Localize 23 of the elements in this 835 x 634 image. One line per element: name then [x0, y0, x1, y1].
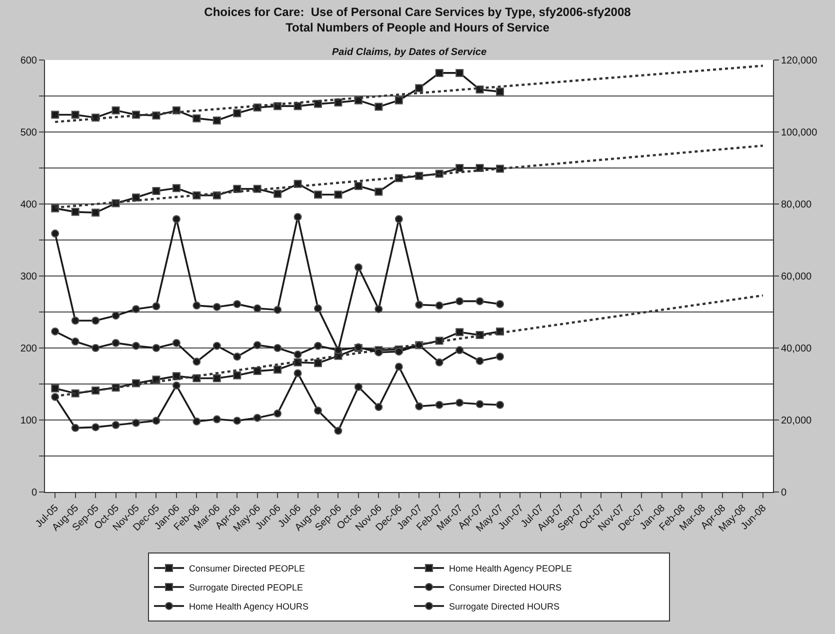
legend-label: Home Health Agency PEOPLE: [449, 563, 572, 574]
y-tick-label: 100: [20, 416, 38, 426]
y2-tick-label: 20,000: [781, 416, 812, 426]
y2-tick-label: 120,000: [781, 56, 818, 66]
legend-label: Surrogate Directed HOURS: [449, 601, 560, 612]
y-tick-label: 300: [20, 272, 38, 282]
y-tick-label: 600: [20, 56, 38, 66]
y2-tick-label: 100,000: [781, 128, 818, 138]
y-tick-label: 500: [20, 128, 38, 138]
y-tick-label: 200: [20, 344, 38, 354]
text: Paid Claims, by Dates of Service: [332, 47, 487, 58]
y-tick-label: 400: [20, 200, 38, 210]
y2-tick-label: 0: [781, 488, 787, 498]
legend-label: Home Health Agency HOURS: [189, 601, 309, 612]
chart-title: Choices for Care: Use of Personal Care Services by Type, sfy2006-sfy2008: [204, 4, 632, 19]
legend-label: Consumer Directed HOURS: [449, 582, 562, 592]
chart-subtitle: Total Numbers of People and Hours of Service: [286, 20, 550, 34]
y2-tick-label: 40,000: [781, 344, 812, 354]
legend-label: Surrogate Directed PEOPLE: [189, 582, 304, 592]
y-tick-label: 0: [31, 488, 38, 498]
legend-label: Consumer Directed PEOPLE: [189, 563, 306, 574]
y2-tick-label: 60,000: [781, 272, 812, 282]
y2-tick-label: 80,000: [781, 200, 812, 210]
